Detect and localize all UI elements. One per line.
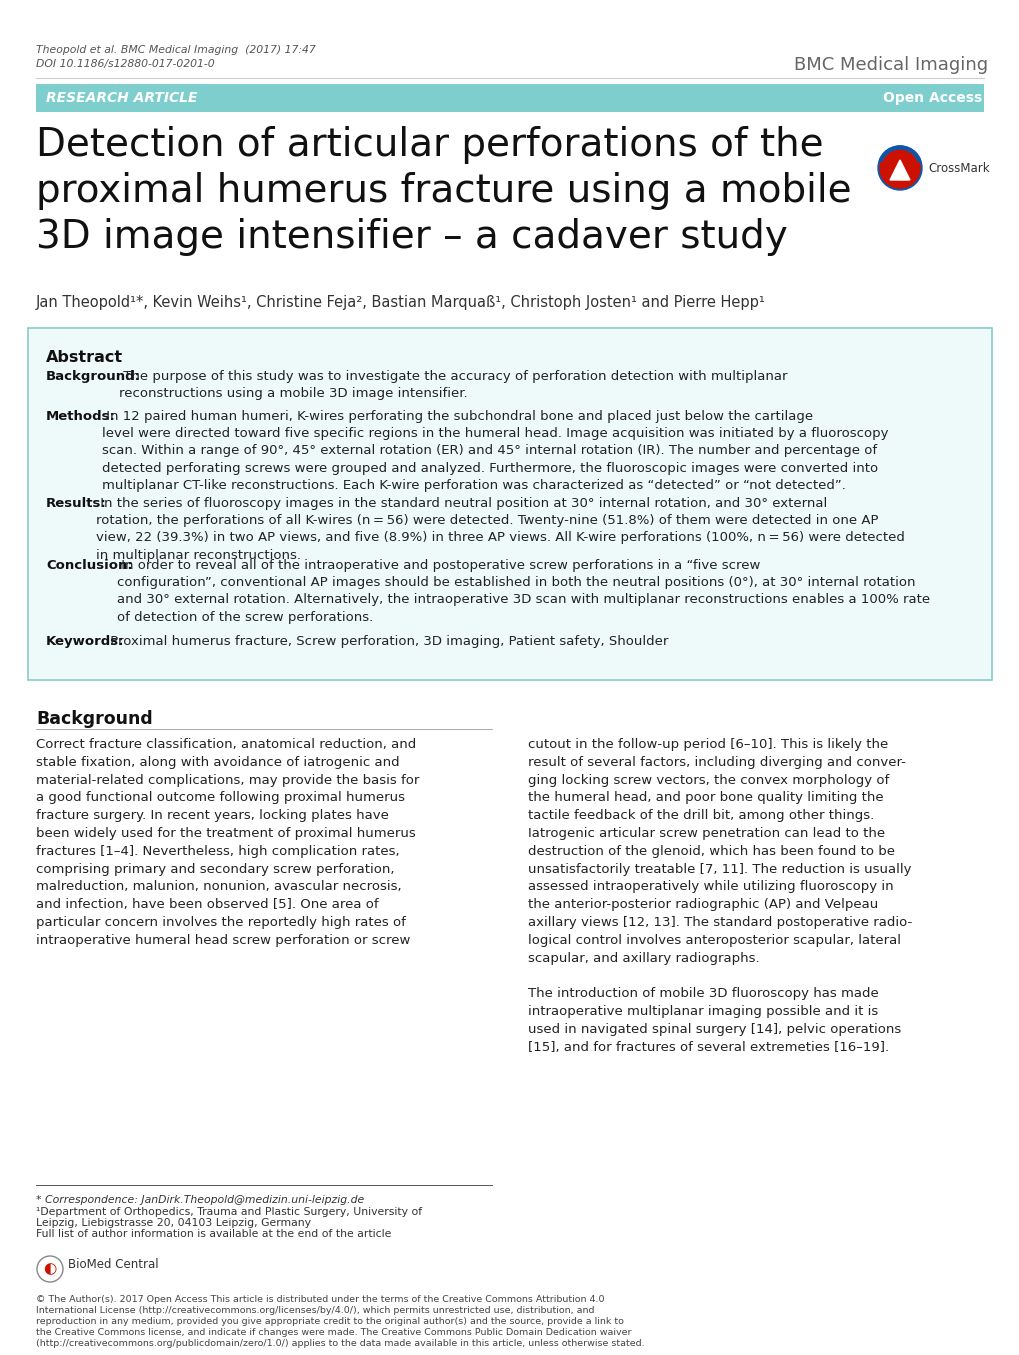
Text: proximal humerus fracture using a mobile: proximal humerus fracture using a mobile [36,172,851,210]
Text: (http://creativecommons.org/publicdomain/zero/1.0/) applies to the data made ava: (http://creativecommons.org/publicdomain… [36,1339,644,1348]
Text: 3D image intensifier – a cadaver study: 3D image intensifier – a cadaver study [36,218,787,256]
Text: The purpose of this study was to investigate the accuracy of perforation detecti: The purpose of this study was to investi… [119,370,787,400]
Text: reproduction in any medium, provided you give appropriate credit to the original: reproduction in any medium, provided you… [36,1317,624,1327]
Text: In order to reveal all of the intraoperative and postoperative screw perforation: In order to reveal all of the intraopera… [117,560,929,623]
Circle shape [877,146,921,190]
Text: CrossMark: CrossMark [927,161,988,175]
Text: Keywords:: Keywords: [46,635,124,648]
Text: Theopold et al. BMC Medical Imaging  (2017) 17:47: Theopold et al. BMC Medical Imaging (201… [36,45,316,56]
Text: * Correspondence: JanDirk.Theopold@medizin.uni-leipzig.de: * Correspondence: JanDirk.Theopold@mediz… [36,1195,364,1205]
Text: Proximal humerus fracture, Screw perforation, 3D imaging, Patient safety, Should: Proximal humerus fracture, Screw perfora… [106,635,667,648]
Text: Conclusion:: Conclusion: [46,560,132,572]
Bar [36,84,983,112]
Text: the Creative Commons license, and indicate if changes were made. The Creative Co: the Creative Commons license, and indica… [36,1328,631,1337]
Text: Abstract: Abstract [46,350,123,364]
Text: Methods:: Methods: [46,411,116,423]
Text: DOI 10.1186/s12880-017-0201-0: DOI 10.1186/s12880-017-0201-0 [36,60,214,69]
Text: Correct fracture classification, anatomical reduction, and
stable fixation, alon: Correct fracture classification, anatomi… [36,738,419,947]
Circle shape [37,1256,63,1282]
FancyBboxPatch shape [28,328,991,680]
Text: © The Author(s). 2017 Open Access This article is distributed under the terms of: © The Author(s). 2017 Open Access This a… [36,1295,604,1304]
Text: RESEARCH ARTICLE: RESEARCH ARTICLE [46,91,198,104]
Text: In 12 paired human humeri, K-wires perforating the subchondral bone and placed j: In 12 paired human humeri, K-wires perfo… [102,411,888,492]
Text: ◐: ◐ [44,1262,57,1276]
Text: In the series of fluoroscopy images in the standard neutral position at 30° inte: In the series of fluoroscopy images in t… [96,497,904,561]
Text: Detection of articular perforations of the: Detection of articular perforations of t… [36,126,822,164]
Text: Results:: Results: [46,497,107,509]
Wedge shape [879,148,919,188]
Text: ¹Department of Orthopedics, Trauma and Plastic Surgery, University of: ¹Department of Orthopedics, Trauma and P… [36,1207,422,1217]
Text: International License (http://creativecommons.org/licenses/by/4.0/), which permi: International License (http://creativeco… [36,1306,594,1314]
Text: Leipzig, Liebigstrasse 20, 04103 Leipzig, Germany: Leipzig, Liebigstrasse 20, 04103 Leipzig… [36,1218,311,1228]
Polygon shape [890,160,909,180]
Text: BioMed Central: BioMed Central [68,1257,159,1271]
Wedge shape [878,146,920,161]
Text: Background: Background [36,710,153,728]
Text: BMC Medical Imaging: BMC Medical Imaging [793,56,987,75]
Text: Open Access: Open Access [881,91,981,104]
Text: Jan Theopold¹*, Kevin Weihs¹, Christine Feja², Bastian Marquaß¹, Christoph Joste: Jan Theopold¹*, Kevin Weihs¹, Christine … [36,295,765,310]
Text: Background:: Background: [46,370,141,383]
Text: Full list of author information is available at the end of the article: Full list of author information is avail… [36,1229,391,1238]
Text: cutout in the follow-up period [6–10]. This is likely the
result of several fact: cutout in the follow-up period [6–10]. T… [528,738,911,1054]
